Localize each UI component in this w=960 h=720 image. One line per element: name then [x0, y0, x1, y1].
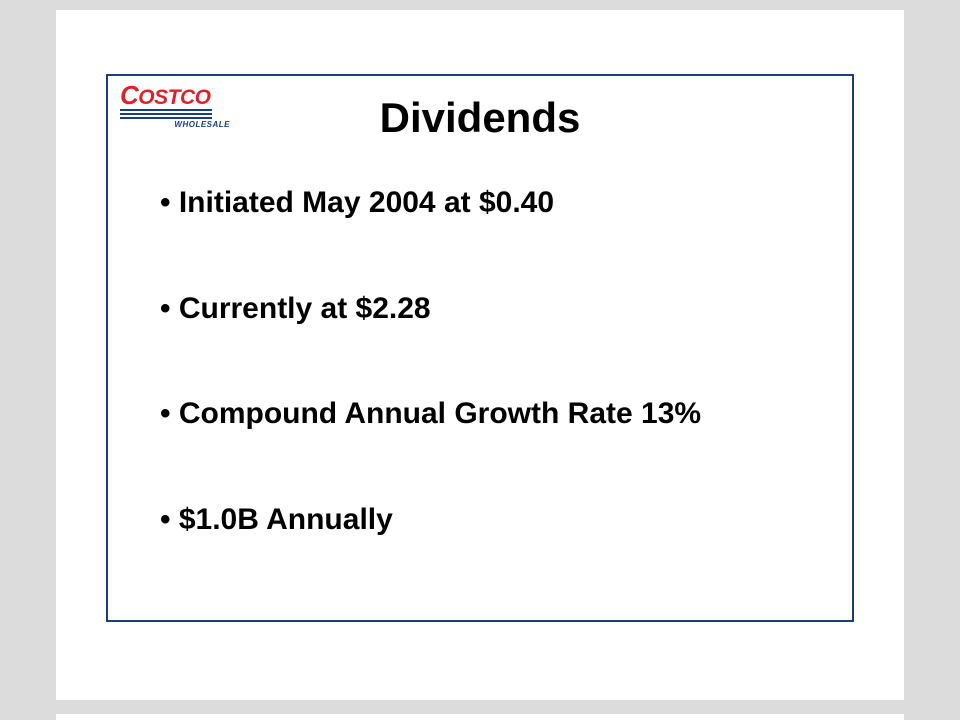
bullet-item: Compound Annual Growth Rate 13% [160, 395, 822, 433]
bullet-item: Currently at $2.28 [160, 290, 822, 328]
page-gap-top [56, 0, 904, 10]
logo-subtext: WHOLESALE [120, 120, 230, 129]
logo-underline-bars [120, 109, 230, 119]
bullet-list: Initiated May 2004 at $0.40 Currently at… [108, 184, 852, 538]
bullet-item: $1.0B Annually [160, 501, 822, 539]
logo-brand-text: COSTCO [120, 82, 230, 108]
costco-logo: COSTCO WHOLESALE [120, 82, 230, 129]
slide-page: COSTCO WHOLESALE Dividends Initiated May… [56, 0, 904, 700]
bullet-item: Initiated May 2004 at $0.40 [160, 184, 822, 222]
slide-frame: COSTCO WHOLESALE Dividends Initiated May… [106, 74, 854, 622]
page-gap-bottom [56, 700, 904, 714]
next-page-sliver [56, 714, 904, 720]
